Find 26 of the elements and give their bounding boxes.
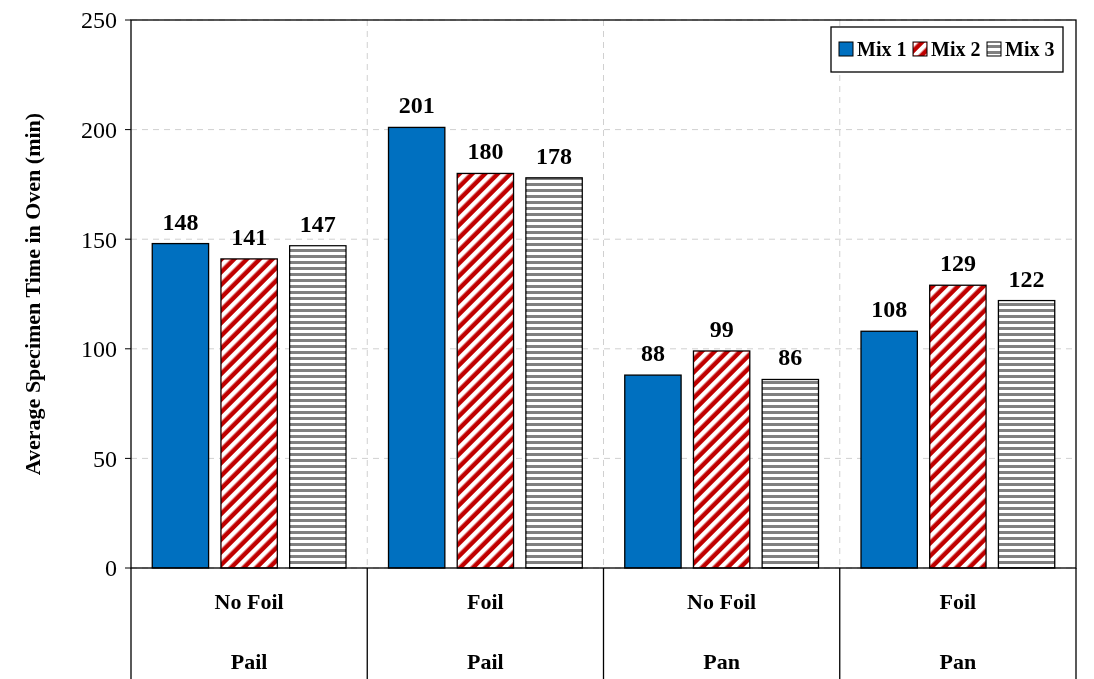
y-tick-label: 100 [81,336,117,363]
legend-label: Mix 2 [931,38,981,60]
legend-label: Mix 1 [857,38,907,60]
data-label: 99 [709,315,734,342]
data-label: 148 [162,208,199,235]
y-tick-label: 0 [105,555,117,582]
y-tick-label: 50 [93,445,117,472]
data-label: 147 [299,210,336,237]
y-tick-label: 150 [81,226,117,253]
data-label: 129 [939,250,976,277]
category-label: Foil Pail [467,589,504,674]
category-label: No Foil Pan [687,589,757,674]
data-label: 108 [871,296,908,323]
data-label: 122 [1008,265,1045,292]
legend-label: Mix 3 [1005,38,1055,60]
category-label: Foil Pan [939,589,977,674]
data-label: 88 [640,340,665,367]
y-tick-label: 250 [81,7,117,34]
category-label: No Foil Pail [214,589,284,674]
data-label: 180 [467,138,504,165]
y-tick-label: 200 [81,117,117,143]
data-label: 178 [536,142,573,169]
data-label: 201 [398,92,435,119]
data-label: 86 [778,344,803,371]
y-axis-title: Average Specimen Time in Oven (min) [20,112,45,476]
data-label: 141 [231,223,268,250]
